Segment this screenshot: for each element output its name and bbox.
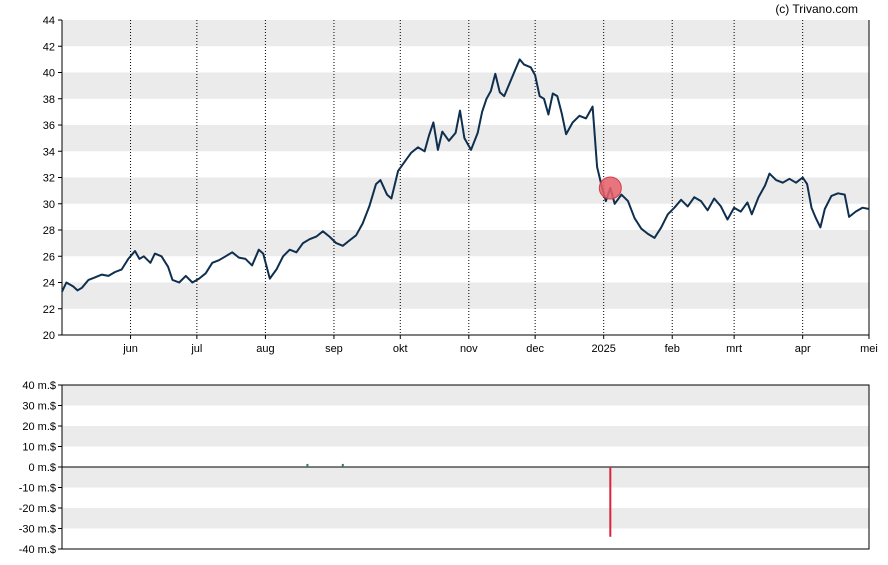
volume-y-tick-label: -40 m.$ [19, 544, 56, 556]
volume-band [62, 508, 869, 529]
price-x-tick-label: dec [526, 343, 544, 355]
price-x-tick-label: nov [460, 343, 478, 355]
volume-y-tick-label: -20 m.$ [19, 503, 56, 515]
volume-chart-bands [62, 385, 869, 529]
event-marker [598, 176, 622, 200]
price-y-tick-label: 32 [43, 173, 55, 185]
volume-band [62, 385, 869, 406]
volume-y-tick-label: 20 m.$ [22, 421, 56, 433]
price-x-tick-label: mei [860, 343, 878, 355]
price-y-tick-label: 22 [43, 304, 55, 316]
volume-bars [306, 463, 612, 537]
price-x-tick-label: jul [190, 343, 202, 355]
price-y-tick-label: 30 [43, 199, 55, 211]
price-y-tick-label: 40 [43, 68, 55, 80]
price-x-tick-label: jun [122, 343, 138, 355]
volume-y-tick-label: 10 m.$ [22, 442, 56, 454]
price-y-tick-label: 34 [43, 146, 55, 158]
price-y-tick-label: 24 [43, 278, 55, 290]
price-band [62, 72, 869, 99]
volume-chart-y-ticks: -40 m.$ -30 m.$ -20 m.$ -10 m.$ 0 m.$ 10 m.$ 2… [19, 380, 62, 556]
volume-y-tick-label: -30 m.$ [19, 524, 56, 536]
price-y-tick-label: 28 [43, 225, 55, 237]
price-chart: 20 22 24 26 28 30 32 34 36 38 40 42 44 jun jul aug sep o… [43, 15, 878, 355]
volume-y-tick-label: 0 m.$ [28, 462, 56, 474]
volume-band [62, 426, 869, 447]
credit-label: (c) Trivano.com [775, 2, 858, 16]
volume-y-tick-label: 40 m.$ [22, 380, 56, 392]
price-y-tick-label: 36 [43, 120, 55, 132]
price-chart-y-ticks: 20 22 24 26 28 30 32 34 36 38 40 42 44 [43, 15, 62, 342]
volume-y-tick-label: 30 m.$ [22, 401, 56, 413]
price-y-tick-label: 20 [43, 330, 55, 342]
price-band [62, 20, 869, 47]
price-x-tick-label: mrt [726, 343, 742, 355]
price-band [62, 177, 869, 204]
price-chart-x-ticks: jun jul aug sep okt nov dec 2025 feb mrt apr mei [122, 335, 878, 355]
price-x-tick-label: 2025 [591, 343, 615, 355]
price-chart-bands [62, 20, 869, 309]
price-y-tick-label: 44 [43, 15, 55, 27]
price-y-tick-label: 38 [43, 94, 55, 106]
price-x-tick-label: feb [665, 343, 680, 355]
price-band [62, 282, 869, 309]
price-y-tick-label: 42 [43, 41, 55, 53]
volume-chart: -40 m.$ -30 m.$ -20 m.$ -10 m.$ 0 m.$ 10 m.$ 2… [19, 380, 870, 556]
volume-band [62, 467, 869, 488]
price-y-tick-label: 26 [43, 251, 55, 263]
price-x-tick-label: okt [393, 343, 408, 355]
price-x-tick-label: apr [795, 343, 811, 355]
price-line [61, 58, 870, 293]
price-x-tick-label: aug [256, 343, 274, 355]
price-band [62, 230, 869, 257]
volume-y-tick-label: -10 m.$ [19, 483, 56, 495]
price-x-tick-label: sep [325, 343, 343, 355]
